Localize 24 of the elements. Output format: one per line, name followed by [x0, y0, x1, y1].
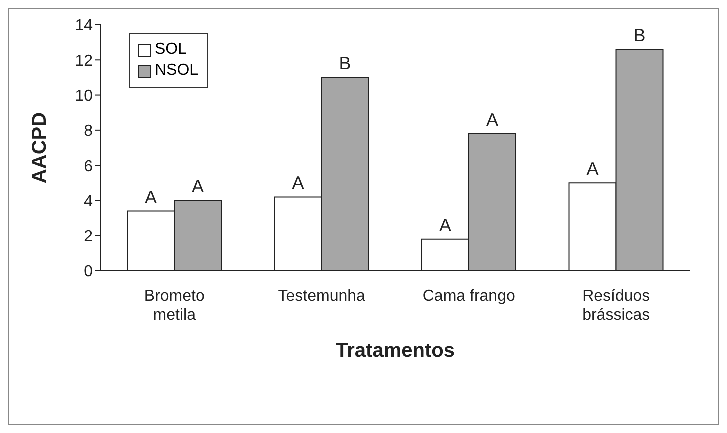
data-label: A	[144, 187, 158, 208]
y-tick-label: 0	[84, 264, 94, 281]
y-tick-label: 14	[75, 18, 94, 35]
legend-label: NSOL	[155, 62, 199, 80]
y-tick-label: 4	[84, 193, 94, 210]
y-tick-label: 10	[75, 88, 94, 105]
x-tick-label: Cama frango	[422, 288, 516, 305]
data-label: B	[339, 54, 352, 74]
y-axis-title: AACPD	[29, 112, 52, 184]
x-axis-title: Tratamentos	[336, 340, 455, 362]
x-tick-label: Resíduos brássicas	[582, 288, 650, 324]
x-tick-label: Brometo metila	[144, 288, 205, 324]
legend-label: SOL	[155, 41, 188, 59]
x-tick-label: Testemunha	[278, 288, 366, 305]
y-tick-label: 12	[75, 52, 94, 70]
data-label: A	[439, 215, 452, 236]
data-label: A	[586, 159, 599, 180]
y-tick-label: 8	[84, 123, 94, 140]
data-label: A	[292, 173, 304, 194]
data-label: A	[192, 176, 204, 197]
data-label: B	[634, 26, 646, 46]
data-label: A	[486, 110, 499, 130]
y-tick-label: 2	[84, 228, 94, 246]
y-tick-label: 6	[84, 158, 94, 176]
